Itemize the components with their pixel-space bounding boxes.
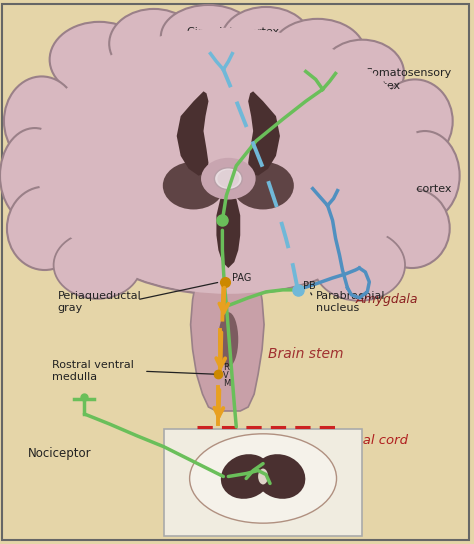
Ellipse shape [7,187,82,270]
Ellipse shape [54,231,141,299]
Ellipse shape [221,454,272,499]
Ellipse shape [221,188,235,203]
Ellipse shape [258,468,268,485]
Ellipse shape [232,162,294,209]
Ellipse shape [270,19,365,88]
Text: R: R [223,363,229,372]
Polygon shape [217,195,240,268]
Polygon shape [177,91,209,176]
Ellipse shape [50,22,149,97]
Text: M: M [223,379,231,388]
Text: Somatosensory
cortex: Somatosensory cortex [365,68,452,91]
Polygon shape [191,258,264,411]
Text: Cingulate cortex: Cingulate cortex [187,27,279,37]
Ellipse shape [4,76,80,166]
Ellipse shape [390,131,460,220]
Ellipse shape [374,189,450,268]
Ellipse shape [161,5,256,69]
Ellipse shape [218,170,239,188]
Ellipse shape [201,158,255,200]
Ellipse shape [190,434,337,523]
Ellipse shape [377,79,453,163]
Ellipse shape [109,9,199,78]
Ellipse shape [35,27,422,295]
Text: Periaqueductal
gray: Periaqueductal gray [57,290,141,313]
Text: PB: PB [303,281,316,291]
Ellipse shape [254,462,272,490]
Ellipse shape [255,454,305,499]
Ellipse shape [218,160,239,178]
Text: Insular cortex: Insular cortex [375,184,452,194]
Text: Brain stem: Brain stem [268,348,344,361]
Text: Amygdala: Amygdala [356,293,418,306]
Ellipse shape [214,168,242,190]
Text: Spinal cord: Spinal cord [334,434,408,447]
Text: Thalamus: Thalamus [94,208,168,223]
Text: V: V [223,371,229,380]
Ellipse shape [221,7,311,72]
Text: Parabrachial
nucleus: Parabrachial nucleus [316,290,385,313]
Text: PAG: PAG [232,273,252,283]
Text: Rostral ventral
medulla: Rostral ventral medulla [52,360,134,382]
Ellipse shape [320,40,404,107]
Text: Nociceptor: Nociceptor [28,447,91,460]
Bar [164,429,362,536]
Ellipse shape [219,312,238,367]
Ellipse shape [0,128,70,224]
Ellipse shape [36,28,421,294]
Ellipse shape [163,162,224,209]
Polygon shape [248,91,280,176]
Ellipse shape [314,230,405,301]
